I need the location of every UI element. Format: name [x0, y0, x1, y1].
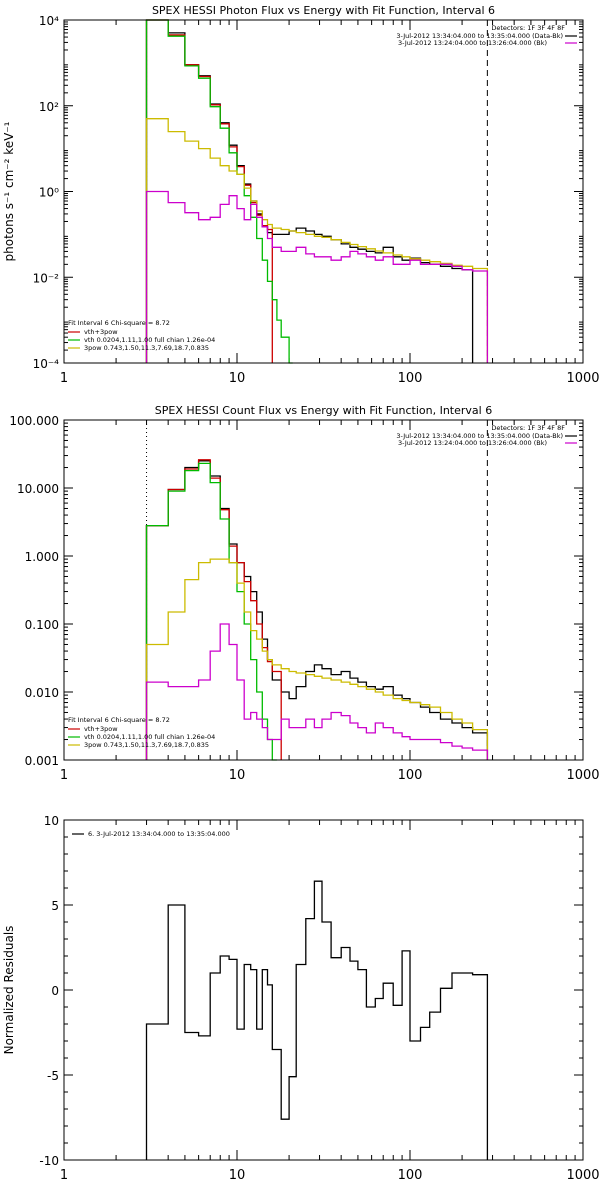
- legend-bottom-left: Fit Interval 6 Chi-square = 8.72vth+3pow…: [68, 716, 215, 749]
- y-tick-label: 5: [51, 899, 59, 913]
- legend-entry: vth 0.0204,1.11,1.00 full chian 1.26e-04: [84, 733, 215, 741]
- x-tick-label: 1000: [566, 371, 599, 386]
- legend-entry: vth 0.0204,1.11,1.00 full chian 1.26e-04: [84, 336, 215, 344]
- y-tick-label: 10⁰: [39, 186, 59, 200]
- series-3pow: [145, 118, 489, 363]
- chart-resid: Normalized Residuals 1 10 100 1000 -10 -5 0 5 10 6…: [2, 814, 600, 1183]
- y-tick-label: -5: [47, 1069, 59, 1083]
- series-data-bk: [145, 19, 474, 363]
- y-axis-label: Normalized Residuals: [2, 926, 16, 1055]
- plot-frame: [63, 419, 584, 761]
- x-tick-label: 10: [229, 371, 246, 386]
- x-tick-label: 10: [229, 1168, 246, 1183]
- plot-frame: [63, 819, 584, 1161]
- series-vth: [145, 19, 293, 364]
- legend-entry: 3-Jul-2012 13:34:04.000 to 13:35:04.000 …: [396, 32, 563, 40]
- legend-entry: vth+3pow: [84, 725, 118, 733]
- chart-title: SPEX HESSI Photon Flux vs Energy with Fi…: [152, 4, 495, 17]
- series-vth-3pow: [145, 459, 282, 760]
- chart-title: SPEX HESSI Count Flux vs Energy with Fit…: [155, 404, 492, 417]
- legend-header: Fit Interval 6 Chi-square = 8.72: [68, 319, 170, 327]
- y-tick-label: 10⁻²: [33, 271, 60, 285]
- series-bk: [145, 623, 489, 760]
- x-tick-label: 1000: [566, 1168, 599, 1183]
- series-6-3-jul-2012-13-34-04-000-to-13-35-04-000: [145, 880, 489, 1160]
- y-tick-label: 10⁴: [39, 14, 59, 28]
- legend-entry: 3-Jul-2012 13:34:04.000 to 13:35:04.000 …: [396, 432, 563, 440]
- chart-photon: SPEX HESSI Photon Flux vs Energy with Fi…: [2, 4, 600, 386]
- y-tick-label: 1.000: [25, 550, 59, 564]
- x-tick-label: 100: [398, 1168, 423, 1183]
- legend-entry: 6. 3-Jul-2012 13:34:04.000 to 13:35:04.0…: [88, 830, 230, 838]
- y-tick-label: 10²: [39, 100, 59, 114]
- legend-entry: 3pow 0.743,1.50,11.3,7.69,18.7,0.835: [84, 344, 209, 352]
- legend-bottom-left: Fit Interval 6 Chi-square = 8.72vth+3pow…: [68, 319, 215, 352]
- y-tick-label: 100.000: [9, 414, 59, 428]
- y-tick-label: 0.010: [25, 686, 59, 700]
- chart-count: SPEX HESSI Count Flux vs Energy with Fit…: [9, 404, 599, 783]
- x-tick-label: 100: [398, 768, 423, 783]
- legend-entry: 3pow 0.743,1.50,11.3,7.69,18.7,0.835: [84, 741, 209, 749]
- x-tick-label: 100: [398, 371, 423, 386]
- legend-top-right: Detectors: 1F 3F 4F 8F3-Jul-2012 13:34:0…: [396, 424, 577, 447]
- x-tick-label: 1: [60, 371, 68, 386]
- plot-frame: [63, 19, 584, 364]
- legend-entry: 3-Jul-2012 13:24:04.000 to 13:26:04.000 …: [398, 439, 547, 447]
- series-data-bk: [145, 460, 489, 760]
- y-tick-label: -10: [39, 1154, 59, 1168]
- x-tick-label: 1: [60, 1168, 68, 1183]
- y-axis-label: photons s⁻¹ cm⁻² keV⁻¹: [2, 121, 16, 261]
- legend-header: Fit Interval 6 Chi-square = 8.72: [68, 716, 170, 724]
- y-tick-label: 0: [51, 984, 59, 998]
- series-3pow: [145, 558, 489, 760]
- legend-entry: 3-Jul-2012 13:24:04.000 to 13:26:04.000 …: [398, 39, 547, 47]
- legend-header: Detectors: 1F 3F 4F 8F: [491, 424, 565, 432]
- legend-top-left: 6. 3-Jul-2012 13:34:04.000 to 13:35:04.0…: [72, 830, 230, 838]
- y-tick-label: 10: [44, 814, 59, 828]
- x-tick-label: 1: [60, 768, 68, 783]
- legend-header: Detectors: 1F 3F 4F 8F: [491, 24, 565, 32]
- y-tick-label: 0.100: [25, 618, 59, 632]
- y-tick-label: 10⁻⁴: [33, 357, 60, 371]
- legend-top-right: Detectors: 1F 3F 4F 8F3-Jul-2012 13:34:0…: [396, 24, 577, 47]
- x-tick-label: 1000: [566, 768, 599, 783]
- legend-entry: vth+3pow: [84, 328, 118, 336]
- y-tick-label: 10.000: [17, 482, 59, 496]
- series-bk: [145, 190, 489, 363]
- y-tick-label: 0.001: [25, 754, 59, 768]
- x-tick-label: 10: [229, 768, 246, 783]
